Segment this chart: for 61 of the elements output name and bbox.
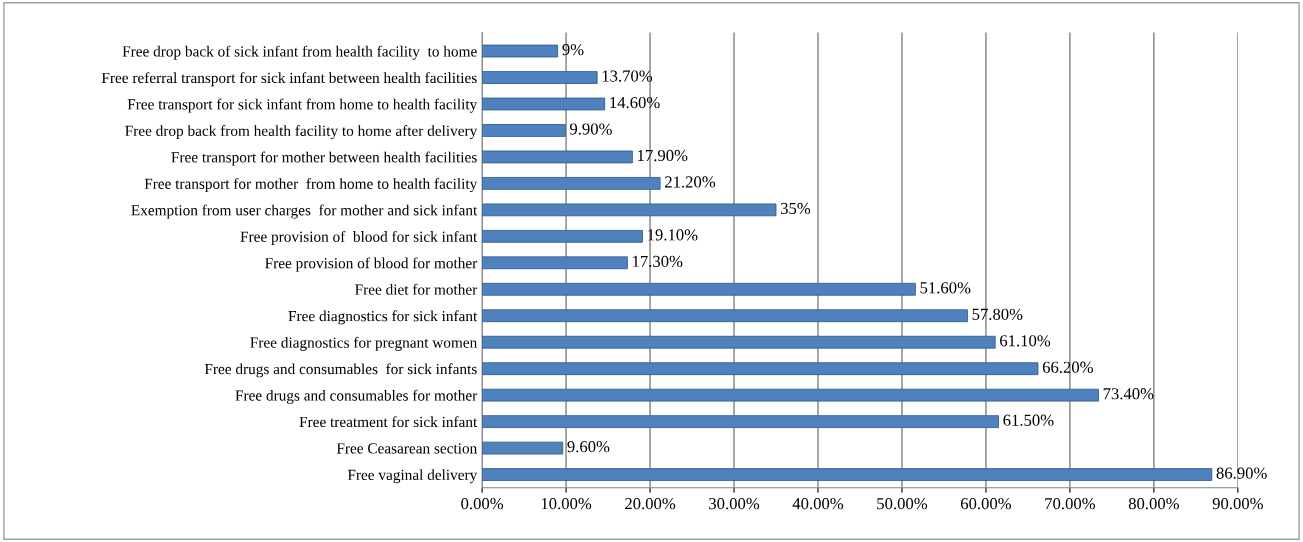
bar xyxy=(482,97,606,111)
bar xyxy=(482,415,999,428)
data-label: 9.90% xyxy=(569,123,612,135)
y-tick-label: Free diet for mother xyxy=(355,283,478,295)
bar xyxy=(482,441,564,455)
x-tick-label: 10.00% xyxy=(541,498,592,510)
bar xyxy=(482,124,566,137)
x-tick-label: 30.00% xyxy=(709,498,760,510)
bar xyxy=(482,71,598,84)
y-tick-label: Free vaginal delivery xyxy=(347,469,478,484)
x-tick-label: 60.00% xyxy=(960,498,1012,510)
x-tick-label: 80.00% xyxy=(1128,498,1179,510)
y-tick-label: Free provision of blood for mother xyxy=(265,257,478,272)
data-label: 57.80% xyxy=(972,308,1023,320)
bar xyxy=(482,44,559,58)
x-tick-label: 20.00% xyxy=(625,498,676,510)
y-tick-label: Free drop back from health facility to home after delivery xyxy=(125,125,478,140)
bar xyxy=(482,229,643,243)
y-tick-label: Free diagnostics for sick infant xyxy=(288,310,478,325)
x-tick-label: 40.00% xyxy=(792,498,844,510)
x-tick-label: 70.00% xyxy=(1045,498,1096,510)
y-tick-label: Exemption from user charges for mother and sick infant xyxy=(131,204,478,219)
bar xyxy=(482,309,968,323)
bar xyxy=(482,388,1099,402)
data-label: 17.30% xyxy=(633,255,683,268)
y-tick-label: Free Ceasarean section xyxy=(336,443,478,454)
data-label: 61.10% xyxy=(1000,335,1051,347)
data-label: 13.70% xyxy=(602,70,653,82)
y-tick-label: Free provision of blood for sick infant xyxy=(240,230,478,245)
bar xyxy=(482,282,916,296)
y-tick-label: Free diagnostics for pregnant women xyxy=(250,336,478,351)
y-tick-label: Free drugs and consumables for mother xyxy=(235,389,478,404)
data-label: 35% xyxy=(780,202,811,215)
data-label: 66.20% xyxy=(1042,361,1093,373)
data-label: 9% xyxy=(562,43,584,56)
y-tick-label: Free transport for mother between health facilities xyxy=(171,151,477,166)
data-label: 86.90% xyxy=(1216,467,1267,479)
data-label: 14.60% xyxy=(610,96,660,109)
y-tick-label: Free transport for mother from home to health facility xyxy=(144,178,478,193)
data-label: 21.20% xyxy=(665,176,716,188)
y-tick-label: Free treatment for sick infant xyxy=(299,416,478,428)
x-tick-label: 90.00% xyxy=(1212,498,1263,510)
bar xyxy=(482,203,777,217)
bar xyxy=(482,150,633,164)
y-tick-label: Free drop back of sick infant from health facility to home xyxy=(122,45,477,60)
data-label: 51.60% xyxy=(920,282,971,294)
y-tick-label: Free drugs and consumables for sick infants xyxy=(204,363,477,378)
bar xyxy=(482,362,1039,376)
y-tick-label: Free transport for sick infant from home to health facility xyxy=(127,98,478,113)
data-label: 9.60% xyxy=(567,441,610,453)
bar xyxy=(482,468,1213,481)
y-tick-label: Free referral transport for sick infant between health facilities xyxy=(101,72,477,87)
bar xyxy=(482,177,661,190)
bar xyxy=(482,256,628,270)
bar xyxy=(482,335,996,349)
data-label: 19.10% xyxy=(648,229,698,241)
data-label: 61.50% xyxy=(1003,414,1054,426)
data-label: 73.40% xyxy=(1103,388,1154,400)
x-tick-label: 0.00% xyxy=(461,498,504,510)
data-label: 17.90% xyxy=(638,149,688,162)
x-tick-label: 50.00% xyxy=(877,498,928,510)
